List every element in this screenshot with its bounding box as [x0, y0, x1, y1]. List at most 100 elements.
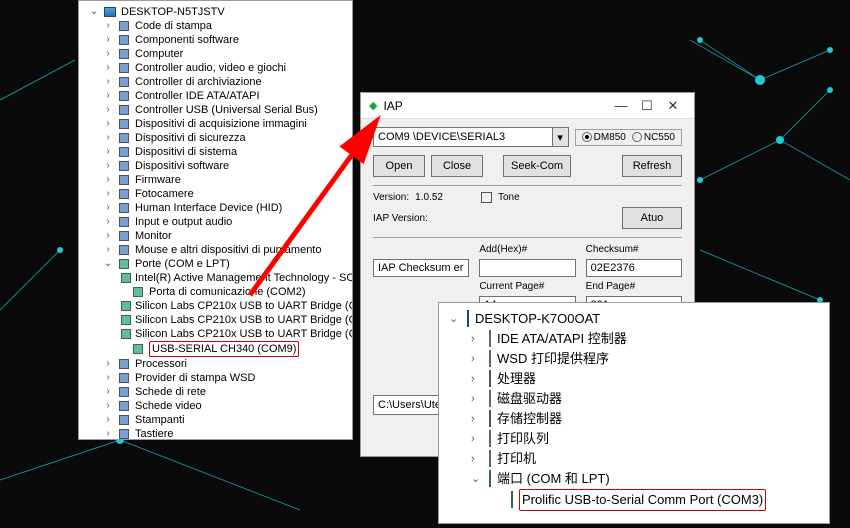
close-iap-button[interactable]: Close	[431, 155, 483, 177]
tree-category[interactable]: ›Monitor	[101, 229, 352, 243]
tree-label: 存储控制器	[497, 409, 562, 429]
device-icon	[117, 216, 131, 228]
radio-nc550[interactable]: NC550	[632, 132, 675, 143]
tree-category[interactable]: ›WSD 打印提供程序	[471, 349, 829, 369]
seek-com-button[interactable]: Seek-Com	[503, 155, 571, 177]
close-button[interactable]: ✕	[660, 98, 686, 114]
tree-port-item[interactable]: Silicon Labs CP210x USB to UART Bridge (…	[115, 299, 352, 313]
com-port-select[interactable]: COM9 \DEVICE\SERIAL3 ▾	[373, 127, 569, 147]
tree-label: Componenti software	[135, 33, 239, 47]
tree-label: Silicon Labs CP210x USB to UART Bridge (…	[135, 299, 353, 313]
maximize-button[interactable]: ☐	[634, 98, 660, 114]
tree-label: Controller di archiviazione	[135, 75, 262, 89]
tree-port-item[interactable]: Porta di comunicazione (COM2)	[115, 285, 352, 299]
tree-category[interactable]: ›IDE ATA/ATAPI 控制器	[471, 329, 829, 349]
refresh-button[interactable]: Refresh	[622, 155, 682, 177]
tree-port-item[interactable]: Silicon Labs CP210x USB to UART Bridge (…	[115, 327, 352, 341]
device-icon	[489, 349, 491, 369]
auto-button[interactable]: Atuo	[622, 207, 682, 229]
tree-category[interactable]: ›Dispositivi di sicurezza	[101, 131, 352, 145]
chevron-right-icon: ›	[103, 399, 113, 413]
tree-label: Fotocamere	[135, 187, 194, 201]
tree-category[interactable]: ›Processori	[101, 357, 352, 371]
radio-dm850[interactable]: DM850	[582, 132, 626, 143]
titlebar: ◆ IAP — ☐ ✕	[361, 93, 694, 119]
highlighted-port: Prolific USB-to-Serial Comm Port (COM3)	[519, 489, 766, 511]
tree-category[interactable]: ›Stampanti	[101, 413, 352, 427]
tree-category[interactable]: ›Schede video	[101, 399, 352, 413]
device-icon	[117, 90, 131, 102]
port-icon	[121, 314, 131, 326]
tree-category[interactable]: ›Controller IDE ATA/ATAPI	[101, 89, 352, 103]
tree-label: Processori	[135, 357, 187, 371]
computer-icon	[467, 309, 469, 329]
chevron-down-icon: ⌄	[89, 5, 99, 19]
tree-category[interactable]: ›Tastiere	[101, 427, 352, 440]
tree-category[interactable]: › 磁盘驱动器	[471, 389, 829, 409]
tree-category[interactable]: ›Provider di stampa WSD	[101, 371, 352, 385]
tree-category[interactable]: ›Fotocamere	[101, 187, 352, 201]
chevron-right-icon: ›	[103, 427, 113, 440]
tree-category[interactable]: ›Code di stampa	[101, 19, 352, 33]
tree-category[interactable]: ›Schede di rete	[101, 385, 352, 399]
tree-category[interactable]: ›Controller audio, video e giochi	[101, 61, 352, 75]
tree-category-ports[interactable]: ⌄ 端口 (COM 和 LPT)	[471, 469, 829, 489]
tree-category[interactable]: ›Componenti software	[101, 33, 352, 47]
device-icon	[117, 230, 131, 242]
device-icon	[117, 48, 131, 60]
chevron-right-icon: ›	[103, 145, 113, 159]
tree-label: IDE ATA/ATAPI 控制器	[497, 329, 627, 349]
highlighted-port: USB-SERIAL CH340 (COM9)	[149, 341, 299, 357]
open-button[interactable]: Open	[373, 155, 425, 177]
tree-port-item[interactable]: Prolific USB-to-Serial Comm Port (COM3)	[493, 489, 829, 511]
tree-label: Silicon Labs CP210x USB to UART Bridge (…	[135, 327, 353, 341]
tree-category[interactable]: › 存储控制器	[471, 409, 829, 429]
tree-root[interactable]: ⌄ DESKTOP-N5TJSTV	[87, 5, 352, 19]
tree-category[interactable]: ›Dispositivi software	[101, 159, 352, 173]
tree-category[interactable]: ›Dispositivi di acquisizione immagini	[101, 117, 352, 131]
port-icon	[121, 272, 131, 284]
tree-port-item[interactable]: Intel(R) Active Management Technology - …	[115, 271, 352, 285]
tree-label: Dispositivi di sistema	[135, 145, 237, 159]
tree-category[interactable]: ›Controller USB (Universal Serial Bus)	[101, 103, 352, 117]
chevron-right-icon: ›	[471, 409, 483, 429]
checksum-field[interactable]	[586, 259, 682, 277]
chevron-down-icon: ⌄	[103, 257, 113, 271]
tree-category[interactable]: ›打印队列	[471, 429, 829, 449]
tree-label: 打印机	[497, 449, 536, 469]
tree-label: Code di stampa	[135, 19, 212, 33]
device-icon	[117, 146, 131, 158]
tree-category[interactable]: ›Firmware	[101, 173, 352, 187]
tree-label: 磁盘驱动器	[497, 389, 562, 409]
chevron-right-icon: ›	[471, 389, 483, 409]
tree-category[interactable]: ›Human Interface Device (HID)	[101, 201, 352, 215]
tree-category-ports[interactable]: ⌄ Porte (COM e LPT)	[101, 257, 352, 271]
tree-label: Porte (COM e LPT)	[135, 257, 230, 271]
tree-category[interactable]: › Dispositivi di sistema	[101, 145, 352, 159]
tree-root[interactable]: ⌄ DESKTOP-K7O0OAT	[449, 309, 829, 329]
window-title: IAP	[383, 99, 608, 113]
minimize-button[interactable]: —	[608, 98, 634, 113]
addhex-field[interactable]	[479, 259, 575, 277]
iap-version-label: IAP Version:	[373, 213, 428, 224]
tree-label: Controller USB (Universal Serial Bus)	[135, 103, 318, 117]
tree-category[interactable]: ›Mouse e altri dispositivi di puntamento	[101, 243, 352, 257]
tree-category[interactable]: ›处理器	[471, 369, 829, 389]
port-icon	[511, 490, 513, 510]
tree-category[interactable]: ›Controller di archiviazione	[101, 75, 352, 89]
tree-category[interactable]: ›Input e output audio	[101, 215, 352, 229]
tree-label: Silicon Labs CP210x USB to UART Bridge (…	[135, 313, 353, 327]
device-icon	[117, 104, 131, 116]
tree-label: Stampanti	[135, 413, 185, 427]
chevron-right-icon: ›	[103, 201, 113, 215]
device-icon	[117, 372, 131, 384]
tree-category[interactable]: ›打印机	[471, 449, 829, 469]
device-icon	[489, 329, 491, 349]
tree-category[interactable]: ›Computer	[101, 47, 352, 61]
tone-checkbox[interactable]	[481, 192, 492, 203]
chevron-right-icon: ›	[471, 369, 483, 389]
tree-port-item[interactable]: USB-SERIAL CH340 (COM9)	[115, 341, 352, 357]
checksum-error-field[interactable]	[373, 259, 469, 277]
tree-port-item[interactable]: Silicon Labs CP210x USB to UART Bridge (…	[115, 313, 352, 327]
chevron-down-icon: ▾	[552, 128, 568, 146]
